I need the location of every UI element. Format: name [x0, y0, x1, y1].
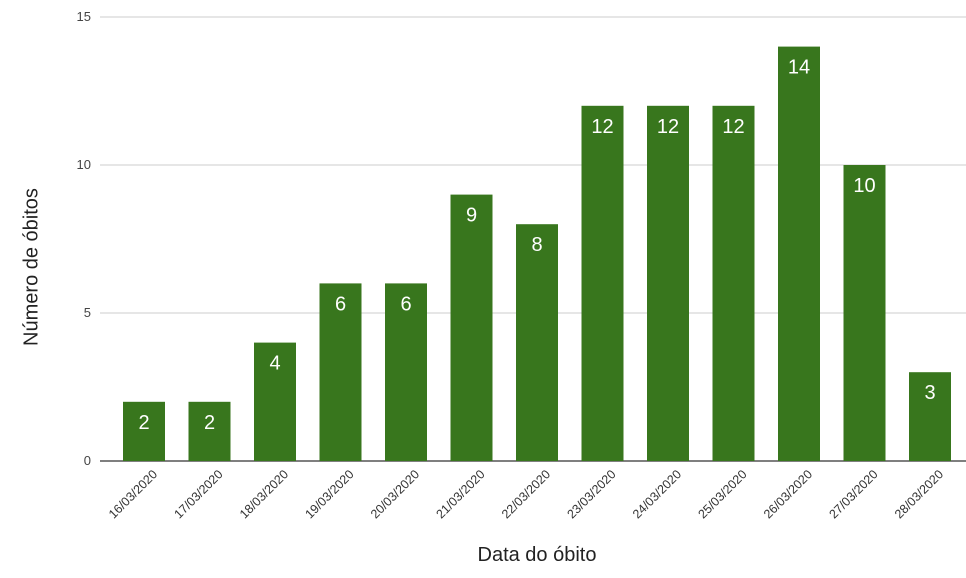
x-tick-label-9: 25/03/2020 [695, 467, 749, 521]
data-label-0: 2 [138, 412, 149, 434]
x-tick-label-12: 28/03/2020 [892, 467, 946, 521]
data-label-2: 4 [269, 353, 280, 375]
bar-8 [647, 105, 689, 462]
data-label-1: 2 [204, 412, 215, 434]
bar-11 [843, 165, 886, 461]
bar-3 [319, 283, 362, 461]
bar-1 [188, 401, 231, 461]
x-tick-label-8: 24/03/2020 [630, 467, 684, 521]
x-tick-label-2: 18/03/2020 [237, 467, 291, 521]
bar-2 [254, 342, 296, 461]
bar-12 [909, 372, 951, 461]
x-tick-label-6: 22/03/2020 [499, 467, 553, 521]
data-label-10: 14 [788, 57, 810, 79]
bar-6 [516, 224, 558, 461]
y-tick-label-5: 5 [84, 305, 91, 320]
data-label-7: 12 [591, 116, 613, 138]
bar-0 [123, 401, 165, 461]
x-tick-label-0: 16/03/2020 [106, 467, 160, 521]
x-tick-label-11: 27/03/2020 [826, 467, 880, 521]
y-tick-label-10: 10 [77, 157, 91, 172]
data-label-8: 12 [657, 116, 679, 138]
data-label-12: 3 [924, 382, 935, 404]
data-label-4: 6 [400, 293, 411, 315]
x-tick-label-10: 26/03/2020 [761, 467, 815, 521]
data-label-3: 6 [335, 293, 346, 315]
y-tick-label-0: 0 [84, 453, 91, 468]
x-tick-label-7: 23/03/2020 [564, 467, 618, 521]
bar-5 [450, 194, 493, 461]
x-tick-label-3: 19/03/2020 [302, 467, 356, 521]
data-label-11: 10 [853, 175, 875, 197]
data-label-6: 8 [531, 234, 542, 256]
x-tick-labels: 16/03/2020 17/03/2020 18/03/2020 19/03/2020… [106, 467, 946, 521]
bar-9 [712, 105, 755, 462]
bars: 2 2 4 6 6 9 8 12 12 12 14 10 3 [123, 46, 951, 462]
bar-7 [581, 105, 624, 462]
bar-10 [778, 46, 820, 461]
data-label-9: 12 [722, 116, 744, 138]
data-label-5: 9 [466, 205, 477, 227]
x-tick-label-5: 21/03/2020 [433, 467, 487, 521]
bar-4 [385, 283, 427, 461]
x-tick-label-1: 17/03/2020 [171, 467, 225, 521]
y-tick-label-15: 15 [77, 9, 91, 24]
y-axis-title: Número de óbitos [20, 188, 43, 346]
y-tick-labels: 0 5 10 15 [77, 9, 91, 468]
x-axis-title: Data do óbito [477, 544, 597, 566]
x-tick-label-4: 20/03/2020 [368, 467, 422, 521]
